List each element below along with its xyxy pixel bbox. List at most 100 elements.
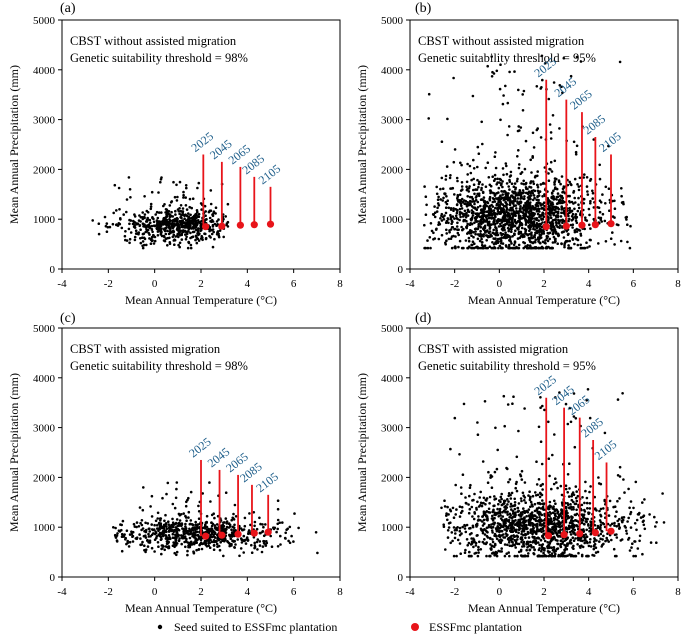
seed-point [517, 513, 521, 517]
seed-point [628, 549, 632, 552]
seed-point [505, 222, 509, 225]
seed-point [452, 76, 455, 80]
seed-point [476, 200, 480, 204]
seed-point [499, 224, 503, 228]
seed-point [466, 201, 470, 204]
seed-point [430, 229, 434, 233]
seed-point [594, 546, 598, 549]
seed-point [542, 230, 545, 233]
seed-point [197, 227, 200, 230]
seed-point [627, 536, 631, 540]
seed-point [516, 510, 520, 513]
seed-point [481, 520, 484, 523]
seed-point [176, 224, 180, 228]
seed-point [124, 230, 127, 233]
seed-point [560, 242, 563, 246]
seed-point [477, 551, 480, 554]
seed-point [568, 539, 572, 543]
seed-point [467, 239, 471, 243]
seed-point [478, 234, 481, 238]
seed-point [510, 222, 513, 226]
seed-point [577, 196, 580, 200]
seed-point [164, 529, 168, 533]
seed-point [153, 550, 156, 553]
seed-point [587, 544, 591, 548]
seed-point [192, 227, 195, 230]
y-tick-label: 2000 [381, 164, 404, 176]
seed-point [174, 209, 177, 213]
seed-point [536, 174, 539, 178]
seed-point [211, 220, 215, 223]
seed-point [131, 222, 135, 226]
seed-point [529, 227, 532, 231]
seed-point [201, 492, 204, 495]
x-tick-label: 4 [245, 278, 251, 290]
seed-point [178, 537, 181, 540]
seed-point [142, 225, 146, 228]
seed-point [601, 193, 604, 196]
seed-point [97, 222, 101, 225]
seed-point [499, 500, 502, 504]
seed-point [533, 233, 537, 237]
seed-point [517, 166, 521, 170]
seed-point [503, 233, 507, 237]
seed-point [200, 219, 203, 223]
seed-point [445, 512, 448, 515]
seed-point [527, 552, 530, 555]
seed-point [171, 536, 175, 539]
seed-point [486, 200, 489, 204]
seed-point [522, 518, 526, 522]
seed-point [570, 219, 574, 222]
seed-point [529, 514, 533, 518]
seed-point [180, 213, 183, 217]
seed-point [158, 222, 161, 226]
seed-point [494, 233, 498, 237]
seed-point [460, 181, 464, 184]
seed-point [148, 539, 152, 542]
seed-point [138, 224, 142, 227]
seed-point [511, 235, 514, 238]
seed-point [548, 246, 552, 250]
seed-point [533, 537, 536, 540]
seed-point [571, 530, 575, 533]
seed-point [509, 206, 512, 210]
x-tick-label: 8 [675, 278, 681, 290]
seed-point [125, 529, 129, 532]
seed-point [552, 213, 556, 217]
seed-point [463, 199, 466, 202]
panel-title: CBST with assisted migration [418, 342, 569, 356]
seed-point [514, 229, 517, 232]
seed-point [551, 526, 554, 529]
seed-point [605, 536, 608, 540]
seed-point [498, 535, 502, 539]
seed-point [535, 229, 539, 233]
seed-point [555, 187, 559, 191]
seed-point [535, 532, 538, 536]
seed-point [453, 148, 457, 151]
y-tick-label: 5000 [33, 323, 56, 335]
seed-point [276, 522, 280, 526]
seed-point [510, 230, 513, 233]
seed-point [547, 527, 550, 530]
legend: Seed suited to ESSFmc plantation ESSFmc p… [157, 620, 522, 634]
seed-point [493, 218, 496, 221]
seed-point [547, 523, 550, 526]
seed-point [569, 182, 572, 186]
seed-point [533, 235, 536, 239]
seed-point [493, 470, 497, 474]
seed-point [131, 540, 135, 543]
seed-point [190, 216, 193, 220]
x-tick-label: -2 [104, 278, 113, 290]
seed-point [171, 521, 175, 524]
seed-point [464, 530, 468, 534]
seed-point [588, 245, 591, 248]
seed-point [135, 536, 139, 539]
seed-point [532, 526, 535, 530]
seed-point [522, 533, 525, 537]
seed-point [486, 229, 489, 233]
seed-point [124, 538, 127, 541]
seed-point [597, 206, 601, 210]
seed-point [562, 236, 566, 239]
seed-point [558, 200, 562, 203]
seed-point [488, 245, 492, 248]
